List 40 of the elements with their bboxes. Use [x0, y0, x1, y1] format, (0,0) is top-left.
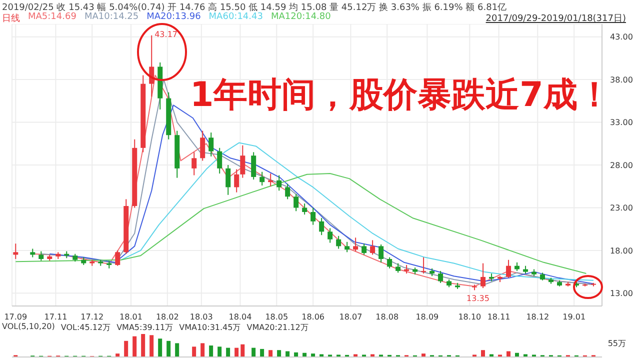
text: MA60:14.43 — [208, 12, 263, 24]
x-tick-label: 18.11 — [487, 312, 510, 322]
text: VMA10:31.45万 — [179, 322, 241, 333]
x-tick-label: 18.05 — [265, 312, 288, 322]
text: MA120:14.80 — [270, 12, 331, 24]
x-tick-label: 18.08 — [376, 312, 399, 322]
x-tick-label: 18.06 — [302, 312, 325, 322]
text: VMA20:21.12万 — [246, 322, 308, 333]
x-tick-label: 18.02 — [156, 312, 179, 322]
x-tick-label: 18.04 — [228, 312, 252, 322]
y-tick-label: 18.00 — [610, 246, 633, 256]
x-tick-label: 18.12 — [526, 312, 550, 322]
y-tick-label: 13.00 — [610, 289, 633, 298]
x-tick-label: 19.01 — [562, 312, 586, 322]
text: VOL(5,10,20) — [2, 322, 55, 333]
y-tick-label: 38.00 — [610, 75, 633, 84]
text: MA10:14.25 — [84, 12, 139, 24]
text: 2019/02/25 收 15.43 幅 5.04%(0.74) 开 14.76 高 15.50 低 14.59 均 15.08 量 45.12万 换 3.63% 振 6.19% 额 6.81亿 — [2, 2, 507, 13]
x-tick-label: 17.11 — [44, 312, 68, 322]
x-tick-label: 17.12 — [80, 312, 104, 322]
x-tick-label: 17.09 — [4, 312, 28, 322]
x-tick-label: 18.09 — [416, 312, 439, 322]
text: MA5:14.69 — [28, 12, 76, 24]
text: MA20:13.96 — [146, 12, 201, 24]
x-tick-label: 18.01 — [120, 312, 142, 322]
annotation: 13.35 — [466, 294, 490, 304]
y-tick-label: 33.00 — [610, 118, 633, 128]
text: VMA5:39.11万 — [116, 322, 174, 333]
x-tick-label: 18.03 — [190, 312, 213, 322]
text: VOL:45.12万 — [60, 322, 111, 333]
text: 2017/09/29-2019/01/18(317日) — [486, 13, 626, 25]
y-tick-label: 43.00 — [610, 32, 633, 42]
y-tick-label: 28.00 — [610, 160, 633, 170]
y-tick-label: 23.00 — [610, 204, 633, 213]
text: 1年时间，股价暴跌近7成！ — [190, 74, 612, 117]
annotation: 43.17 — [154, 30, 178, 40]
text: 日线 — [2, 12, 20, 25]
text: 55万 — [608, 338, 626, 349]
x-tick-label: 18.10 — [458, 312, 482, 322]
x-tick-label: 18.07 — [339, 312, 362, 322]
